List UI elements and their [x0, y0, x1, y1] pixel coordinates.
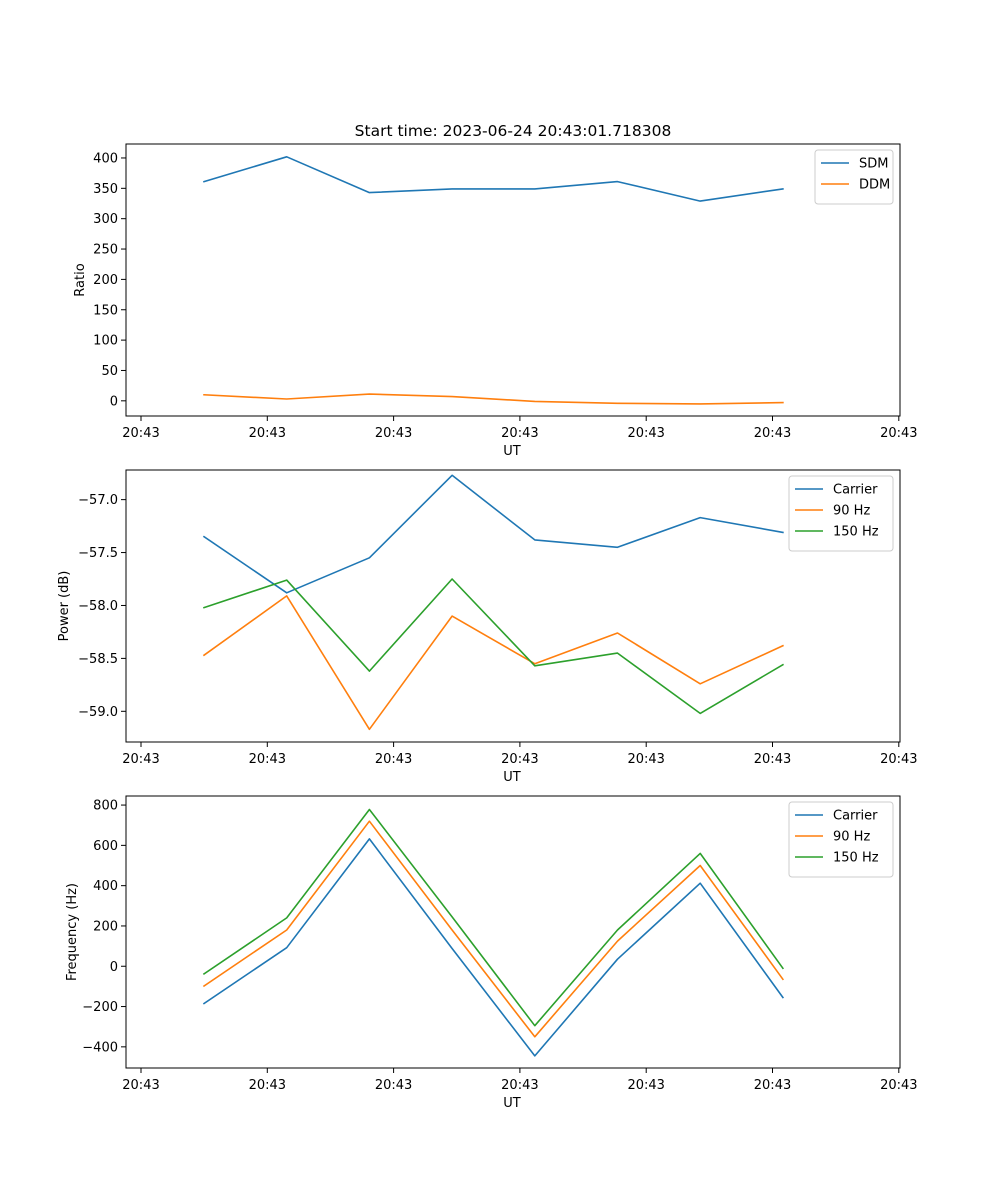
legend: Carrier 90 Hz 150 Hz — [788, 801, 894, 878]
x-axis-label: UT — [503, 444, 521, 459]
x-tick-label: 20:43 — [375, 426, 412, 441]
plot-frame — [125, 469, 901, 743]
y-tick-label: 150 — [93, 303, 118, 318]
y-tick-label: −200 — [82, 1000, 118, 1015]
y-tick-label: −57.5 — [78, 546, 118, 561]
y-axis-label: Frequency (Hz) — [65, 883, 80, 981]
y-tick-label: 600 — [93, 839, 118, 854]
x-tick-label: 20:43 — [122, 426, 159, 441]
x-tick-label: 20:43 — [501, 1078, 538, 1093]
y-tick-label: 400 — [93, 879, 118, 894]
x-tick-label: 20:43 — [880, 426, 917, 441]
x-tick-label: 20:43 — [122, 752, 159, 767]
chart-panel-1: Start time: 2023-06-24 20:43:01.718308 0 5… — [73, 122, 918, 459]
x-tick-label: 20:43 — [249, 1078, 286, 1093]
legend-label: 150 Hz — [833, 851, 879, 866]
x-tick-label: 20:43 — [880, 1078, 917, 1093]
x-tick-label: 20:43 — [501, 426, 538, 441]
legend-label: Carrier — [833, 809, 878, 824]
y-tick-label: −58.5 — [78, 652, 118, 667]
x-axis-label: UT — [503, 1096, 521, 1111]
y-tick-label: −400 — [82, 1040, 118, 1055]
plot-frame — [125, 795, 901, 1069]
series-line-sdm — [203, 156, 784, 202]
x-tick-label: 20:43 — [754, 752, 791, 767]
x-tick-label: 20:43 — [627, 752, 664, 767]
y-tick-label: 400 — [93, 151, 118, 166]
series-line-ddm — [203, 393, 784, 405]
x-tick-label: 20:43 — [754, 426, 791, 441]
legend: SDM DDM — [814, 149, 894, 205]
chart-title: Start time: 2023-06-24 20:43:01.718308 — [355, 122, 672, 140]
y-tick-label: −59.0 — [78, 705, 118, 720]
legend-label: 90 Hz — [833, 504, 870, 519]
chart-panel-2: −59.0 −58.5 −58.0 −57.5 −57.0 20:43 20:43 20:43… — [57, 469, 918, 785]
y-tick-label: 50 — [101, 364, 118, 379]
y-tick-label: 0 — [110, 394, 118, 409]
y-tick-label: 300 — [93, 212, 118, 227]
series-line-90-hz — [202, 820, 785, 1038]
series-line-carrier — [202, 838, 785, 1057]
legend-label: SDM — [859, 157, 888, 172]
series-line-carrier — [202, 474, 784, 594]
y-tick-label: 800 — [93, 799, 118, 814]
y-tick-label: 100 — [93, 334, 118, 349]
x-tick-label: 20:43 — [501, 752, 538, 767]
y-axis-label: Power (dB) — [57, 571, 72, 642]
chart-panel-3: −400 −200 0 200 400 600 800 20:43 20:43 20:43 20:4… — [65, 795, 918, 1111]
y-tick-label: 200 — [93, 273, 118, 288]
legend-box — [788, 801, 894, 878]
x-tick-label: 20:43 — [627, 1078, 664, 1093]
plot-frame — [125, 143, 901, 417]
series-line-150-hz — [202, 578, 784, 715]
x-tick-label: 20:43 — [375, 1078, 412, 1093]
x-tick-label: 20:43 — [627, 426, 664, 441]
x-tick-label: 20:43 — [249, 426, 286, 441]
series-line-150-hz — [202, 808, 785, 1027]
y-tick-label: 350 — [93, 182, 118, 197]
legend-label: 150 Hz — [833, 525, 879, 540]
x-tick-label: 20:43 — [880, 752, 917, 767]
legend-box — [788, 475, 894, 552]
y-tick-label: −58.0 — [78, 599, 118, 614]
legend: Carrier 90 Hz 150 Hz — [788, 475, 894, 552]
y-tick-label: 250 — [93, 243, 118, 258]
legend-label: Carrier — [833, 483, 878, 498]
legend-label: 90 Hz — [833, 830, 870, 845]
x-axis-label: UT — [503, 770, 521, 785]
y-axis-label: Ratio — [73, 263, 88, 296]
x-tick-label: 20:43 — [122, 1078, 159, 1093]
series-line-90-hz — [202, 595, 784, 731]
y-tick-label: 0 — [110, 960, 118, 975]
y-tick-label: 200 — [93, 919, 118, 934]
y-tick-label: −57.0 — [78, 493, 118, 508]
x-tick-label: 20:43 — [754, 1078, 791, 1093]
x-tick-label: 20:43 — [375, 752, 412, 767]
x-tick-label: 20:43 — [249, 752, 286, 767]
legend-label: DDM — [859, 178, 890, 193]
